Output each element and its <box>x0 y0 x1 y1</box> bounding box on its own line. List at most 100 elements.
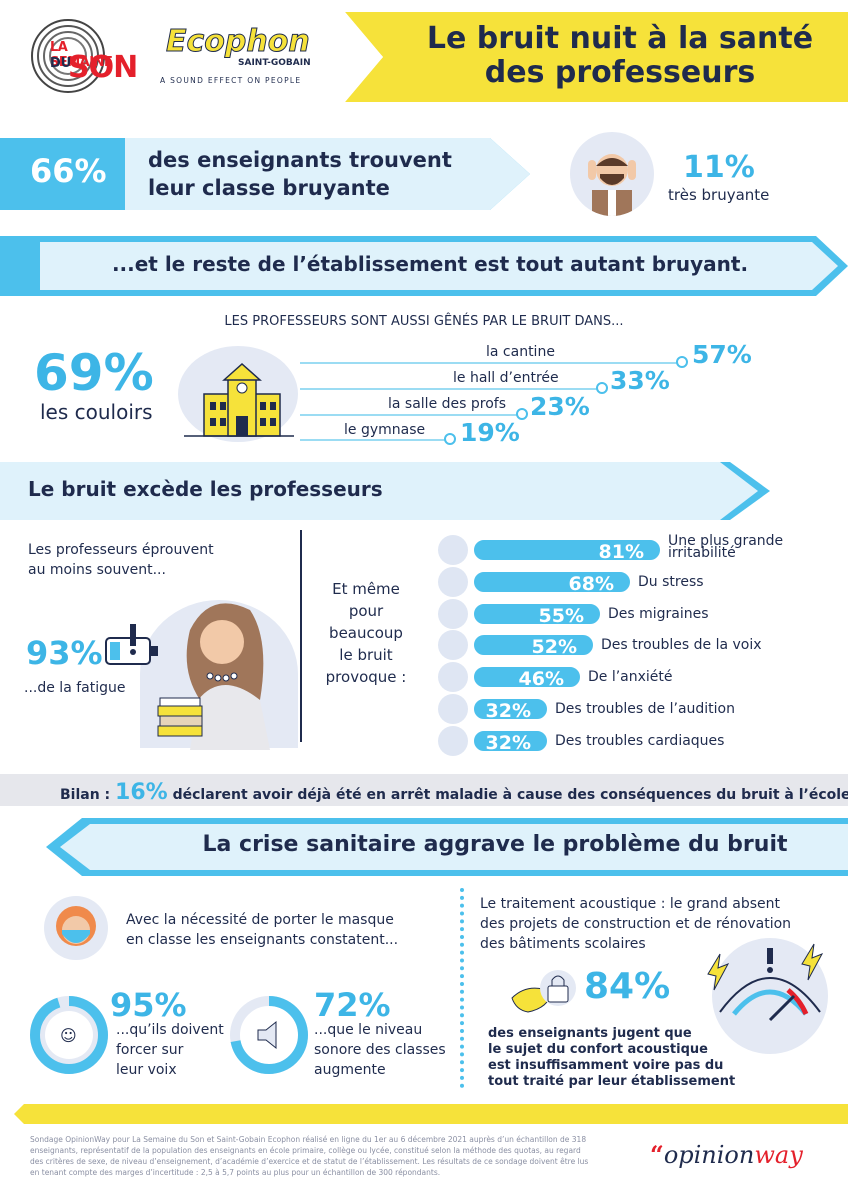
logo-du-text: DU <box>50 56 72 71</box>
bar-label-cardiac: Des troubles cardiaques <box>555 732 725 749</box>
lock-ear-icon <box>511 970 576 1013</box>
exceeds-banner-text: Le bruit excède les professeurs <box>28 477 383 501</box>
bar-value-anxiety: 46% <box>518 668 564 691</box>
voice-gauge <box>30 996 108 1074</box>
bilan-bar <box>0 774 848 806</box>
ecophon-subbrand: SAINT-GOBAIN <box>238 58 311 68</box>
footer-note: Sondage OpinionWay pour La Semaine du So… <box>30 1135 589 1177</box>
provokes-intro: Et même pour beaucoup le bruit provoque … <box>325 580 407 686</box>
low-battery-icon <box>105 624 158 665</box>
bilan-label: Bilan : <box>60 787 111 803</box>
acoustic-text: des enseignants jugent que le sujet du c… <box>488 1026 736 1089</box>
place-line-2 <box>300 388 602 390</box>
corridors-percent: 69% <box>34 344 154 402</box>
place-percent-hall: 33% <box>610 366 670 395</box>
fatigue-percent: 93% <box>26 634 103 672</box>
level-gauge <box>230 996 308 1074</box>
stat-noisy-ribbon <box>0 138 530 210</box>
footer-yellow-stripe <box>14 1104 848 1124</box>
stress-icon <box>438 566 468 597</box>
bar-cardiac: 32% <box>474 730 547 754</box>
place-dot-4 <box>444 433 456 445</box>
bar-value-stress: 68% <box>568 572 614 595</box>
voice-percent: 95% <box>110 986 187 1024</box>
place-label-hall: le hall d’entrée <box>453 370 559 386</box>
crisis-banner-ribbon <box>46 818 848 876</box>
bar-value-migraines: 55% <box>538 604 584 627</box>
logo-semaine-text: LA SEMAINE <box>50 40 113 70</box>
ecophon-tagline: A SOUND EFFECT ON PEOPLE <box>160 76 302 85</box>
noise-meter-icon <box>707 938 828 1054</box>
anxiety-icon <box>438 662 468 693</box>
noisy-class-text: des enseignants trouvent leur classe bru… <box>148 148 452 200</box>
bar-value-cardiac: 32% <box>485 731 531 754</box>
places-heading: LES PROFESSEURS SONT AUSSI GÊNÉS PAR LE … <box>224 314 624 329</box>
place-percent-cantine: 57% <box>692 340 752 369</box>
irritability-icon <box>438 535 468 565</box>
title-ribbon <box>345 12 848 102</box>
place-label-cantine: la cantine <box>486 344 555 360</box>
migraines-icon <box>438 598 468 629</box>
place-dot-3 <box>516 408 528 420</box>
tired-teacher-icon <box>157 603 270 750</box>
bar-voice: 52% <box>474 635 593 659</box>
mask-intro: Avec la nécessité de porter le masque en… <box>126 912 399 948</box>
voice-head-icon: ☺ <box>60 1026 77 1045</box>
acoustic-intro: Le traitement acoustique : le grand abse… <box>480 896 792 952</box>
bar-migraines: 55% <box>474 603 600 627</box>
place-label-gym: le gymnase <box>344 422 426 438</box>
fatigue-intro: Les professeurs éprouvent au moins souve… <box>28 542 214 578</box>
level-percent: 72% <box>314 986 391 1024</box>
sound-waves-icon <box>31 19 105 93</box>
bar-anxiety: 46% <box>474 667 580 691</box>
place-percent-gym: 19% <box>460 418 520 447</box>
place-line-3 <box>300 414 522 416</box>
bar-label-anxiety: De l’anxiété <box>588 669 673 686</box>
very-noisy-percent: 11% <box>683 150 755 185</box>
bar-value-hearing: 32% <box>485 700 531 722</box>
acoustic-divider <box>460 888 464 1088</box>
fatigue-label: ...de la fatigue <box>24 680 126 696</box>
bilan-text: déclarent avoir déjà été en arrêt maladi… <box>172 787 848 803</box>
bar-irritability: 81% <box>474 540 660 563</box>
page-title: Le bruit nuit à la santé des professeurs <box>426 21 814 90</box>
place-line-1 <box>300 362 682 364</box>
bar-hearing: 32% <box>474 699 547 722</box>
bar-label-voice: Des troubles de la voix <box>601 637 762 654</box>
place-percent-staffroom: 23% <box>530 392 590 421</box>
voice-label: ...qu’ils doivent forcer sur leur voix <box>116 1022 224 1078</box>
school-building-icon <box>184 362 294 437</box>
section-divider <box>300 530 302 742</box>
bar-label-migraines: Des migraines <box>608 605 709 622</box>
rest-banner-ribbon <box>0 236 848 296</box>
corridors-label: les couloirs <box>40 400 153 424</box>
level-label: ...que le niveau sonore des classes augm… <box>314 1022 446 1078</box>
bar-label-irritability: Une plus grande irritabilité <box>668 533 784 561</box>
masked-teacher-icon <box>44 896 108 960</box>
exceeds-banner-ribbon <box>0 462 770 520</box>
bar-label-stress: Du stress <box>638 573 704 590</box>
crisis-banner-text: La crise sanitaire aggrave le problème d… <box>202 832 788 857</box>
bilan-percent: 16% <box>115 780 168 805</box>
cardiac-icon <box>438 725 468 756</box>
logo-son-text: SON <box>68 50 138 85</box>
bilan-line: Bilan : 16% déclarent avoir déjà été en … <box>60 780 848 805</box>
logo-semaine-du-son: LA SEMAINE DU SON <box>28 16 138 98</box>
bar-stress: 68% <box>474 571 630 595</box>
opinionway-logo: “opinionway <box>650 1140 803 1169</box>
stressed-man-icon <box>570 132 654 216</box>
hearing-icon <box>438 694 468 724</box>
bar-value-irritability: 81% <box>598 541 644 563</box>
very-noisy-label: très bruyante <box>668 186 770 204</box>
bar-label-hearing: Des troubles de l’audition <box>555 701 735 717</box>
voice-icon <box>438 630 468 661</box>
place-label-staffroom: la salle des profs <box>388 396 507 412</box>
place-dot-1 <box>676 356 688 368</box>
ecophon-wordmark: Ecophon <box>166 24 311 60</box>
place-dot-2 <box>596 382 608 394</box>
place-line-4 <box>300 439 450 441</box>
acoustic-percent: 84% <box>584 966 671 1007</box>
noisy-class-percent: 66% <box>30 152 107 190</box>
rest-banner-text: ...et le reste de l’établissement est to… <box>111 252 749 276</box>
bar-value-voice: 52% <box>531 636 577 659</box>
